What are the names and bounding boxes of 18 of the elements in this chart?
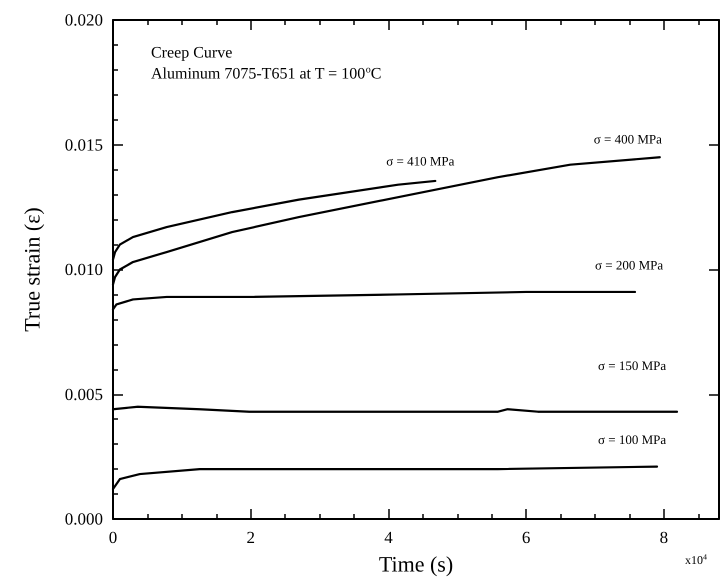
series-label: σ = 410 MPa [386,153,455,168]
x-tick-label: 0 [108,528,118,547]
y-tick-label: 0.015 [64,135,103,154]
series-label: σ = 100 MPa [598,432,666,448]
series-label: σ = 200 MPa [594,257,664,272]
y-tick-label: 0.020 [64,10,103,30]
x-tick-label: 4 [384,528,394,547]
text: Creep Curve [151,44,232,62]
y-tick-label: 0.010 [64,260,103,279]
series-label: σ = 400 MPa [594,132,662,147]
text: σ = 150 MPa [598,358,666,374]
y-axis-title: True strain (ε) [20,207,44,332]
y-tick-label: 0.005 [64,384,103,404]
x-tick-label: 8 [660,528,668,547]
x-tick-label: 6 [522,528,530,547]
y-tick-label: 0.000 [64,510,103,528]
x-tick-label: 2 [246,528,255,547]
x-axis-title: Time (s) [378,552,454,576]
